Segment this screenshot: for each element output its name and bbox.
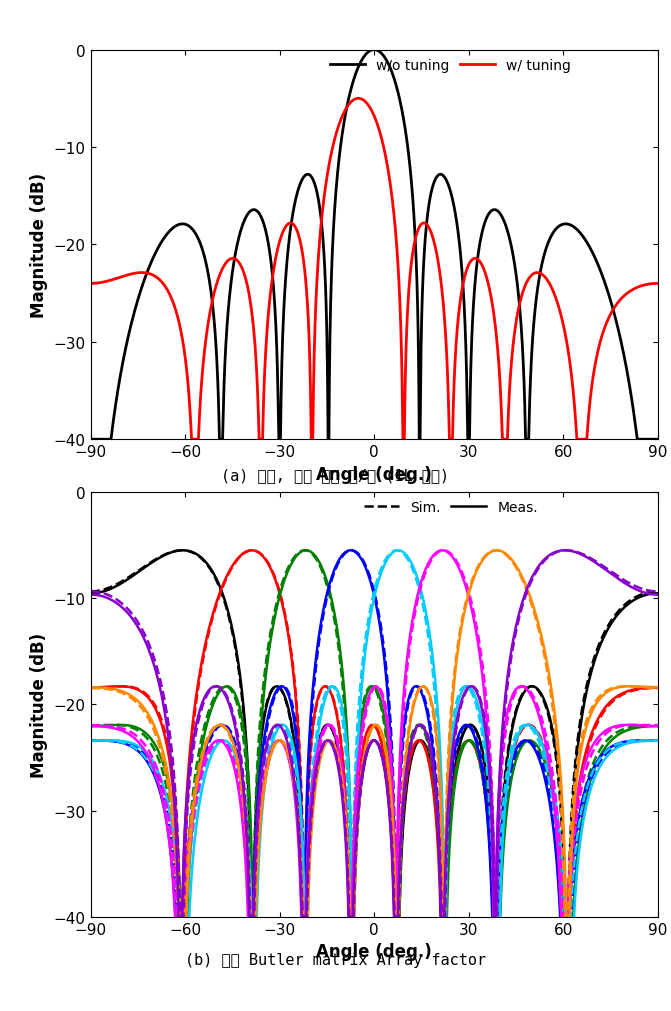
- Legend: Sim., Meas.: Sim., Meas.: [358, 495, 544, 520]
- Text: (a) 위상, 진폭 보정 전/후 (1L 상태): (a) 위상, 진폭 보정 전/후 (1L 상태): [221, 468, 450, 483]
- Y-axis label: Magnitude (dB): Magnitude (dB): [30, 173, 48, 317]
- X-axis label: Angle (deg.): Angle (deg.): [316, 465, 432, 483]
- X-axis label: Angle (deg.): Angle (deg.): [316, 942, 432, 960]
- Text: (b) 기존 Butler matrix Array factor: (b) 기존 Butler matrix Array factor: [185, 952, 486, 968]
- Y-axis label: Magnitude (dB): Magnitude (dB): [30, 632, 48, 777]
- Legend: w/o tuning, w/ tuning: w/o tuning, w/ tuning: [324, 54, 576, 79]
